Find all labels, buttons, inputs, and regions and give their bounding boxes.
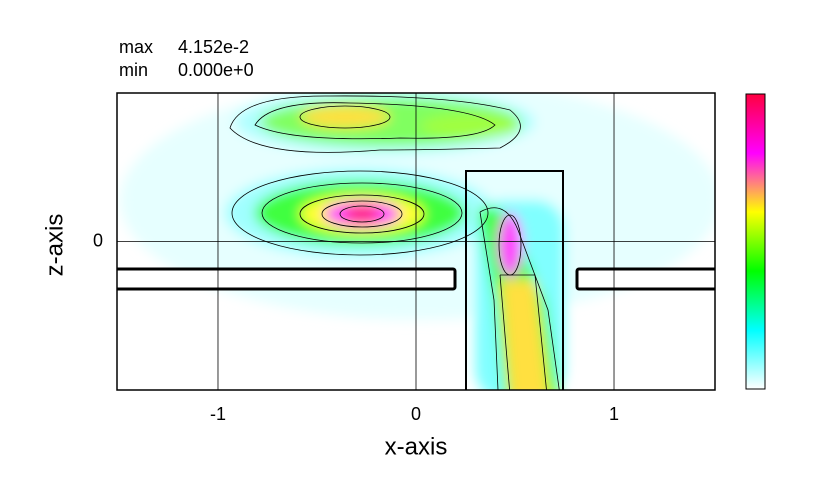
- x-tick-label: -1: [210, 404, 226, 424]
- min-value: 0.000e+0: [178, 60, 254, 80]
- min-label: min: [119, 60, 148, 80]
- walls: [117, 267, 715, 291]
- plot-frame: [116, 92, 716, 391]
- y-axis-label: z-axis: [41, 214, 68, 277]
- field-shading: [120, 93, 715, 390]
- contour-lines: [229, 95, 560, 390]
- x-axis-label: x-axis: [385, 433, 448, 460]
- colorbar: [745, 93, 766, 390]
- max-value: 4.152e-2: [178, 37, 249, 57]
- field: [117, 93, 715, 390]
- x-tick-label: 1: [609, 404, 619, 424]
- x-tick-label: 0: [411, 404, 421, 424]
- channel-box: [465, 170, 564, 390]
- y-tick-label: 0: [93, 230, 103, 250]
- max-label: max: [119, 37, 153, 57]
